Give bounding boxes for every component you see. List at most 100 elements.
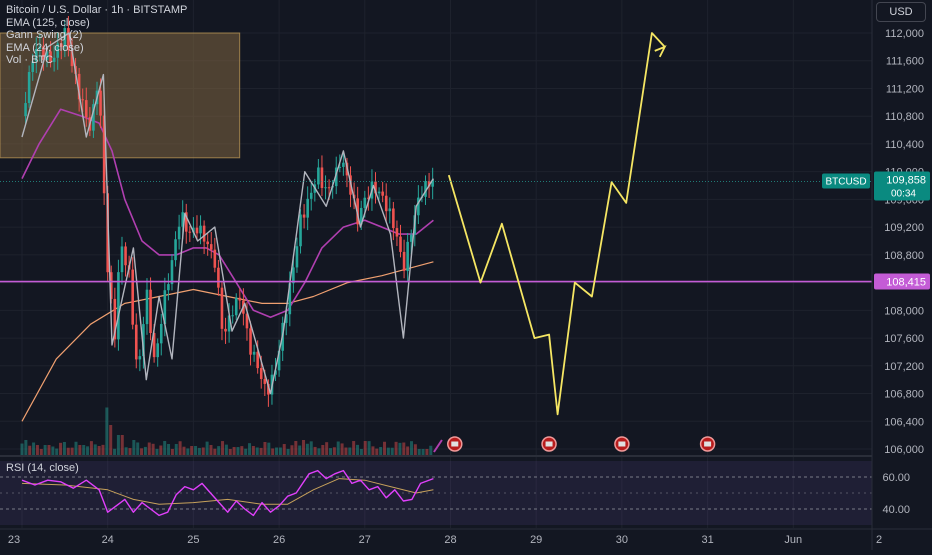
candle-body — [163, 290, 167, 324]
candle-body — [417, 197, 420, 216]
price-tick-label: 106,000 — [884, 444, 924, 456]
candle-body — [27, 72, 31, 104]
price-tick-label: 106,400 — [884, 416, 924, 428]
candle-body — [392, 208, 395, 229]
volume-bar — [232, 447, 236, 455]
candle-body — [145, 289, 149, 325]
candle-body — [167, 284, 170, 291]
volume-bar — [147, 442, 151, 455]
price-tick-label: 110,800 — [885, 111, 924, 123]
volume-bar — [62, 442, 66, 455]
candle-body — [181, 212, 184, 227]
candle-body — [284, 314, 288, 323]
candle-body — [131, 269, 134, 325]
volume-bar — [340, 443, 344, 455]
volume-bar — [248, 443, 252, 455]
candle-body — [149, 289, 152, 334]
ema-125-series — [21, 261, 434, 422]
candle-body — [56, 43, 60, 58]
volume-bar — [28, 445, 32, 455]
time-tick-label: 30 — [616, 534, 628, 546]
legend-ema125[interactable]: EMA (125, close) — [6, 16, 90, 29]
price-tick-label: 111,200 — [886, 83, 924, 95]
volume-bar — [317, 448, 321, 455]
volume-bar — [190, 446, 194, 455]
candle-body — [306, 198, 309, 218]
volume-bar — [20, 443, 24, 455]
time-tick-label: 23 — [8, 534, 20, 546]
candle-body — [217, 267, 220, 288]
price-tick-label: 111,600 — [886, 56, 924, 68]
volume-bar — [170, 448, 174, 455]
volume-bar — [178, 441, 182, 455]
volume-bar — [406, 446, 410, 455]
volume-bar — [244, 448, 248, 455]
candle-body — [427, 181, 431, 187]
volume-bar — [113, 448, 117, 455]
volume-bar — [109, 425, 113, 455]
time-tick-label: 24 — [102, 534, 114, 546]
volume-bar — [35, 445, 39, 455]
time-axis[interactable]: 23 24 25 26 27 28 29 30 31 Jun 2 — [0, 528, 932, 546]
candle-body — [334, 167, 338, 187]
volume-bar — [398, 442, 402, 455]
legend-title[interactable]: Bitcoin / U.S. Dollar · 1h · BITSTAMP — [6, 4, 188, 16]
rsi-legend[interactable]: RSI (14, close) — [6, 462, 79, 474]
volume-bar — [383, 441, 387, 455]
volume-bar — [259, 447, 263, 455]
event-marker-flag — [704, 441, 712, 447]
volume-bar — [159, 445, 163, 455]
candle-body — [102, 115, 106, 194]
candle-body — [220, 287, 224, 329]
volume-bar — [425, 449, 429, 455]
volume-bar — [140, 448, 144, 455]
candle-body — [395, 228, 399, 237]
legend-gann-swing[interactable]: Gann Swing (2) — [6, 29, 83, 41]
volume-bar — [51, 446, 55, 455]
currency-button[interactable]: USD — [876, 2, 926, 22]
candle-body — [399, 236, 402, 252]
candle-body — [256, 351, 259, 369]
time-tick-label: 26 — [273, 534, 285, 546]
candle-body — [38, 46, 42, 50]
legend-volume[interactable]: Vol · BTC — [6, 54, 54, 66]
candle-body — [292, 267, 295, 284]
volume-bar — [352, 441, 356, 455]
volume-bar — [267, 442, 271, 455]
volume-bar — [255, 447, 259, 455]
volume-bar — [305, 443, 309, 455]
legend-ema24[interactable]: EMA (24, close) — [6, 41, 84, 54]
price-tick-label: 106,800 — [884, 389, 924, 401]
volume-bar — [359, 448, 363, 455]
volume-bar — [132, 440, 136, 455]
rsi-panel — [0, 455, 932, 525]
volume-bar — [302, 440, 306, 455]
candle-body — [267, 383, 270, 395]
volume-bar — [59, 442, 63, 455]
candle-body — [52, 57, 56, 62]
candle-body — [195, 227, 199, 234]
candle-body — [288, 283, 292, 315]
event-markers — [433, 436, 716, 453]
candle-body — [309, 192, 313, 199]
candle-body — [120, 246, 124, 273]
volume-bar — [209, 445, 213, 455]
candle-body — [142, 324, 145, 357]
candle-body — [109, 272, 113, 299]
price-tick-label: 108,000 — [884, 305, 924, 317]
candle-body — [238, 297, 242, 301]
price-tag-value: 109,858 — [886, 175, 926, 187]
candle-body — [24, 103, 27, 117]
volume-bar — [386, 447, 390, 455]
candle-body — [324, 187, 327, 189]
time-tick-label: 25 — [187, 534, 199, 546]
volume-bar — [128, 448, 132, 455]
rsi-line — [21, 469, 434, 517]
projection-path — [447, 32, 667, 416]
time-tick-label: 28 — [444, 534, 456, 546]
candle-body — [302, 214, 306, 218]
volume-bar — [402, 442, 406, 455]
volume-bar — [143, 446, 147, 455]
